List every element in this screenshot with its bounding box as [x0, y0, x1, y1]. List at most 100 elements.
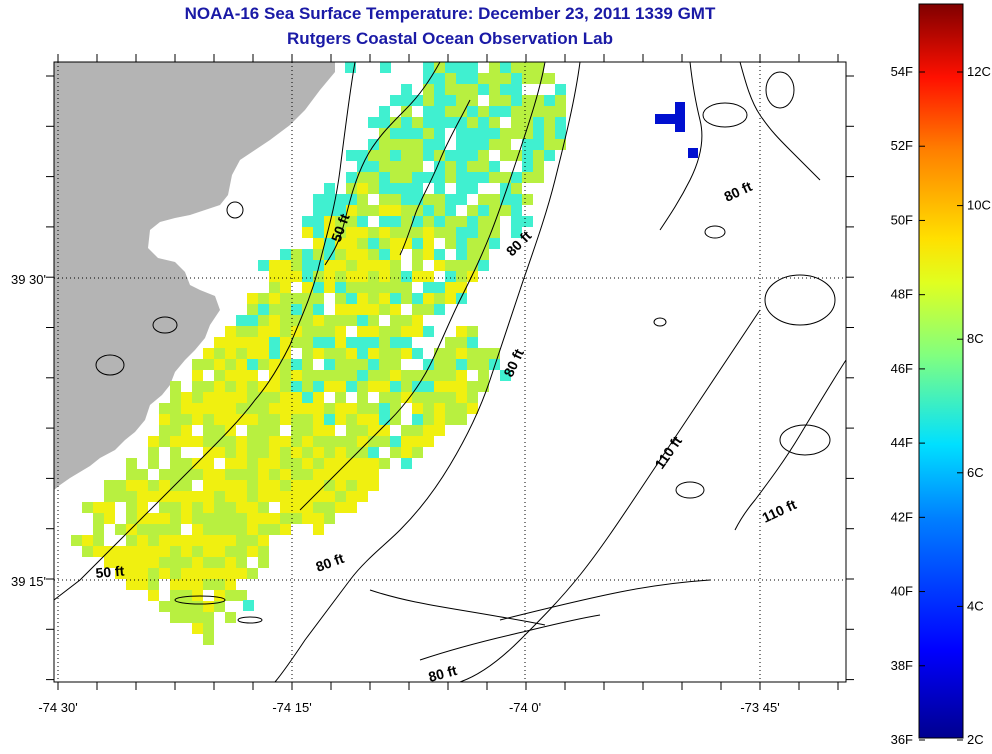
sst-pixel [258, 447, 269, 458]
colorbar-fahrenheit-labels: 54F 52F 50F 48F 46F 44F 42F 40F 38F 36F [891, 64, 913, 747]
sst-pixel [258, 524, 269, 535]
sst-pixel [379, 436, 390, 447]
sst-pixel [225, 590, 236, 601]
sst-pixel [533, 150, 544, 161]
sst-pixel [467, 392, 478, 403]
sst-pixel [181, 601, 192, 612]
sst-pixel [104, 491, 115, 502]
sst-pixel [368, 381, 379, 392]
sst-pixel [302, 249, 313, 260]
sst-pixel [280, 458, 291, 469]
sst-pixel [247, 469, 258, 480]
sst-pixel [489, 172, 500, 183]
sst-pixel [346, 370, 357, 381]
sst-pixel [192, 546, 203, 557]
sst-pixel [346, 469, 357, 480]
sst-pixel [379, 326, 390, 337]
sst-pixel [467, 73, 478, 84]
sst-pixel [478, 227, 489, 238]
sst-pixel [478, 73, 489, 84]
sst-pixel [368, 150, 379, 161]
sst-pixel [192, 579, 203, 590]
sst-pixel [225, 381, 236, 392]
sst-pixel [555, 139, 566, 150]
sst-pixel [214, 403, 225, 414]
sst-pixel [412, 315, 423, 326]
colorbar-celsius-labels: 12C 10C 8C 6C 4C 2C [967, 64, 991, 747]
sst-pixel [467, 117, 478, 128]
sst-pixel [412, 227, 423, 238]
sst-pixel [423, 216, 434, 227]
sst-pixel [434, 216, 445, 227]
sst-pixel [346, 183, 357, 194]
sst-pixel [126, 491, 137, 502]
sst-pixel [302, 359, 313, 370]
sst-pixel [533, 95, 544, 106]
sst-pixel [412, 172, 423, 183]
sst-pixel [236, 359, 247, 370]
sst-pixel [214, 414, 225, 425]
sst-pixel [137, 502, 148, 513]
sst-pixel [335, 271, 346, 282]
sst-pixel [192, 359, 203, 370]
sst-pixel [346, 293, 357, 304]
sst-pixel [236, 326, 247, 337]
sst-pixel [313, 469, 324, 480]
sst-pixel [247, 546, 258, 557]
sst-pixel [291, 271, 302, 282]
sst-pixel [434, 370, 445, 381]
sst-pixel [137, 480, 148, 491]
sst-pixel [170, 513, 181, 524]
sst-pixel [192, 590, 203, 601]
sst-pixel [357, 348, 368, 359]
sst-pixel [500, 172, 511, 183]
sst-pixel [346, 337, 357, 348]
sst-pixel [423, 381, 434, 392]
sst-pixel [368, 480, 379, 491]
sst-pixel [368, 403, 379, 414]
sst-pixel [555, 106, 566, 117]
sst-pixel [346, 304, 357, 315]
sst-pixel [390, 403, 401, 414]
sst-pixel [357, 315, 368, 326]
sst-pixel [214, 535, 225, 546]
sst-pixel [324, 205, 335, 216]
sst-pixel [401, 447, 412, 458]
sst-pixel [357, 491, 368, 502]
sst-pixel [522, 194, 533, 205]
colorbar-f-label: 54F [891, 64, 913, 79]
sst-pixel [511, 84, 522, 95]
sst-pixel [346, 348, 357, 359]
sst-pixel [412, 293, 423, 304]
plot-border [53, 61, 847, 683]
sst-pixel [302, 392, 313, 403]
sst-pixel [170, 469, 181, 480]
sst-pixel [500, 139, 511, 150]
sst-pixel [467, 337, 478, 348]
sst-pixel [390, 282, 401, 293]
sst-pixel [357, 436, 368, 447]
sst-pixel [170, 557, 181, 568]
sst-pixel [357, 293, 368, 304]
sst-pixel [258, 337, 269, 348]
sst-pixel [93, 535, 104, 546]
sst-pixel [434, 73, 445, 84]
sst-pixel [269, 304, 280, 315]
sst-pixel [181, 491, 192, 502]
sst-pixel [467, 238, 478, 249]
colorbar-f-label: 38F [891, 658, 913, 673]
sst-pixel [313, 227, 324, 238]
sst-pixel [269, 359, 280, 370]
sst-pixel [225, 513, 236, 524]
sst-pixel [445, 62, 456, 73]
sst-pixel [335, 458, 346, 469]
sst-pixel [159, 546, 170, 557]
x-tick-label: -74 0' [509, 700, 541, 715]
sst-pixel [467, 128, 478, 139]
sst-pixel [247, 502, 258, 513]
sst-pixel [456, 282, 467, 293]
sst-pixel [258, 304, 269, 315]
sst-pixel [423, 205, 434, 216]
sst-pixel [214, 359, 225, 370]
sst-pixel [456, 348, 467, 359]
